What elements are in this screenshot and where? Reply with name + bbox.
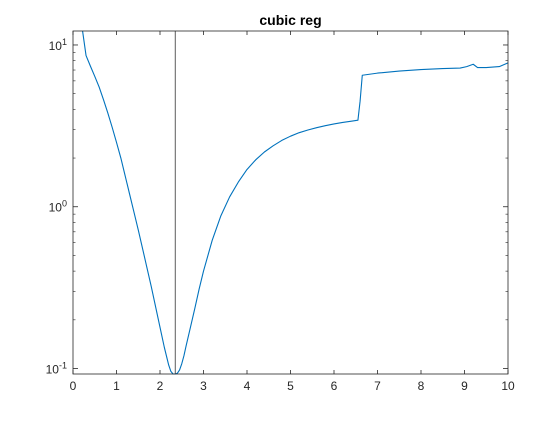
series-line-1 bbox=[82, 30, 509, 375]
x-tick-label: 8 bbox=[418, 379, 425, 393]
y-tick-label: 10-1 bbox=[46, 361, 67, 377]
x-tick-label: 10 bbox=[501, 379, 515, 393]
x-tick-label: 5 bbox=[287, 379, 294, 393]
x-tick-label: 6 bbox=[331, 379, 338, 393]
x-tick-label: 4 bbox=[244, 379, 251, 393]
x-tick-label: 2 bbox=[157, 379, 164, 393]
x-tick-label: 3 bbox=[200, 379, 207, 393]
y-tick-label: 101 bbox=[49, 37, 67, 53]
x-tick-label: 7 bbox=[374, 379, 381, 393]
chart-title: cubic reg bbox=[259, 12, 321, 28]
x-tick-label: 9 bbox=[461, 379, 468, 393]
x-tick-label: 1 bbox=[113, 379, 120, 393]
plot-area bbox=[73, 31, 508, 374]
y-tick-label: 100 bbox=[49, 199, 67, 215]
x-tick-label: 0 bbox=[70, 379, 77, 393]
